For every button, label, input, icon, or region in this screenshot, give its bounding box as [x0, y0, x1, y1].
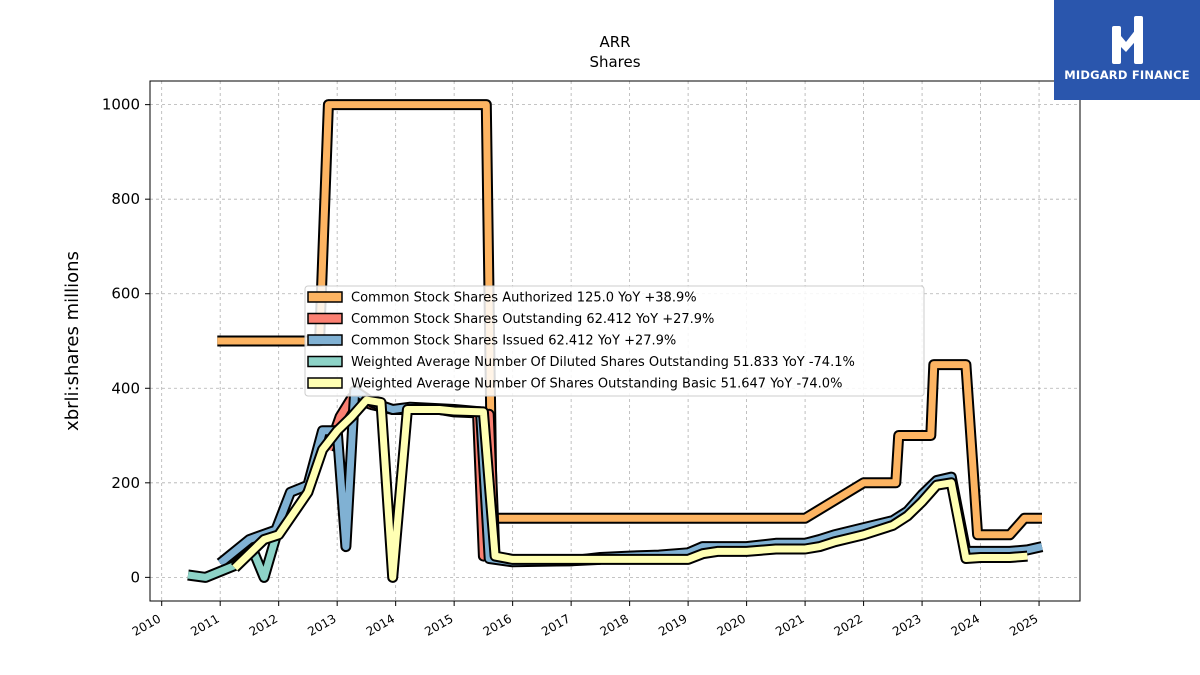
x-tick-label: 2012: [247, 611, 280, 638]
x-tick-label: 2021: [773, 611, 806, 638]
x-tick-label: 2015: [422, 611, 455, 638]
x-tick-label: 2019: [656, 611, 689, 638]
legend-label: Common Stock Shares Outstanding 62.412 Y…: [351, 312, 714, 327]
chart-title: ARR: [599, 33, 630, 51]
brand-name: MIDGARD FINANCE: [1064, 68, 1190, 82]
y-tick-label: 400: [111, 379, 140, 397]
y-tick-label: 1000: [102, 96, 140, 114]
brand-logo: MIDGARD FINANCE: [1054, 0, 1200, 100]
plot-frame: [149, 80, 1081, 602]
y-axis-label: xbrli:shares millions: [62, 251, 83, 431]
x-tick-label: 2022: [832, 611, 865, 638]
series-line-4: [232, 396, 1028, 581]
series-line-0: [217, 101, 1042, 539]
legend-swatch: [307, 377, 343, 389]
y-tick-label: 800: [111, 190, 140, 208]
x-tick-label: 2020: [715, 611, 748, 638]
x-tick-label: 2023: [890, 611, 923, 638]
x-tick-label: 2010: [130, 611, 163, 638]
y-tick-label: 600: [111, 285, 140, 303]
legend-label: Weighted Average Number Of Shares Outsta…: [351, 377, 842, 392]
x-axis: 2010 2011 2012 2013 2014 2015 2016 2017 2018 2019…: [130, 601, 1041, 639]
y-tick-label: 200: [111, 474, 140, 492]
x-tick-label: 2025: [1007, 611, 1040, 638]
x-tick-label: 2016: [481, 611, 514, 638]
x-tick-label: 2011: [188, 611, 221, 638]
midgard-logo-icon: [1112, 16, 1143, 64]
x-tick-label: 2017: [539, 611, 572, 638]
x-tick-label: 2018: [598, 611, 631, 638]
y-tick-label: 0: [130, 568, 140, 586]
legend-label: Common Stock Shares Issued 62.412 YoY +2…: [351, 334, 676, 349]
legend-swatch: [307, 291, 343, 303]
legend-box: [304, 285, 925, 397]
series-layer: [187, 99, 1044, 583]
legend-swatch: [307, 312, 343, 325]
legend-swatch: [307, 355, 343, 368]
x-tick-label: 2024: [949, 611, 982, 638]
legend-swatch: [307, 334, 343, 346]
chart-subtitle: Shares: [589, 53, 640, 71]
legend-label: Common Stock Shares Authorized 125.0 YoY…: [351, 291, 697, 306]
x-tick-label: 2013: [305, 611, 338, 638]
x-tick-label: 2014: [364, 611, 397, 638]
y-axis: 0 200 400 600 800 1000: [102, 96, 150, 586]
legend: Common Stock Shares Authorized 125.0 YoY…: [304, 285, 925, 397]
legend-label: Weighted Average Number Of Diluted Share…: [351, 355, 855, 370]
